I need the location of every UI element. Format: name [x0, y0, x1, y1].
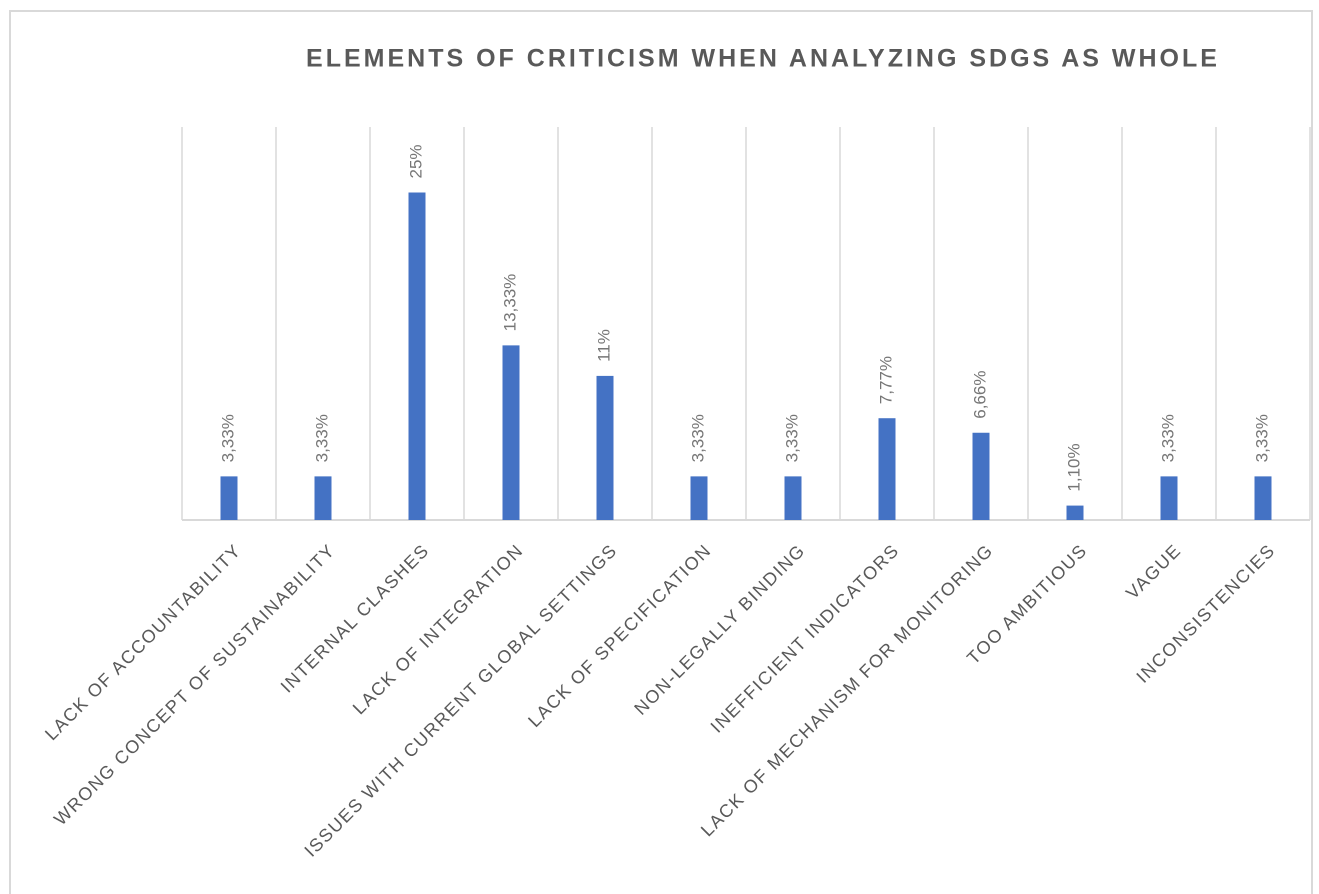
chart-frame — [9, 10, 1313, 894]
data-label: 3,33% — [782, 414, 801, 462]
data-label: 1,10% — [1064, 443, 1083, 491]
bar — [972, 432, 990, 520]
chart-title: ELEMENTS OF CRITICISM WHEN ANALYZING SDG… — [306, 45, 1220, 73]
data-label: 7,77% — [876, 356, 895, 404]
bar — [784, 476, 802, 520]
data-label: 11% — [594, 329, 613, 362]
bar — [596, 375, 614, 520]
data-label: 25% — [406, 144, 425, 178]
data-label: 3,33% — [218, 414, 237, 462]
data-label: 13,33% — [500, 274, 519, 332]
data-label: 3,33% — [688, 414, 707, 462]
bar — [1160, 476, 1178, 520]
data-label: 3,33% — [312, 414, 331, 462]
bar — [502, 345, 520, 520]
bar — [1254, 476, 1272, 520]
bar — [408, 192, 426, 520]
bar — [1066, 505, 1084, 520]
data-label: 3,33% — [1158, 414, 1177, 462]
data-label: 6,66% — [970, 371, 989, 419]
bar — [878, 418, 896, 520]
bar — [220, 476, 238, 520]
bar — [690, 476, 708, 520]
data-label: 3,33% — [1252, 414, 1271, 462]
bar — [314, 476, 332, 520]
